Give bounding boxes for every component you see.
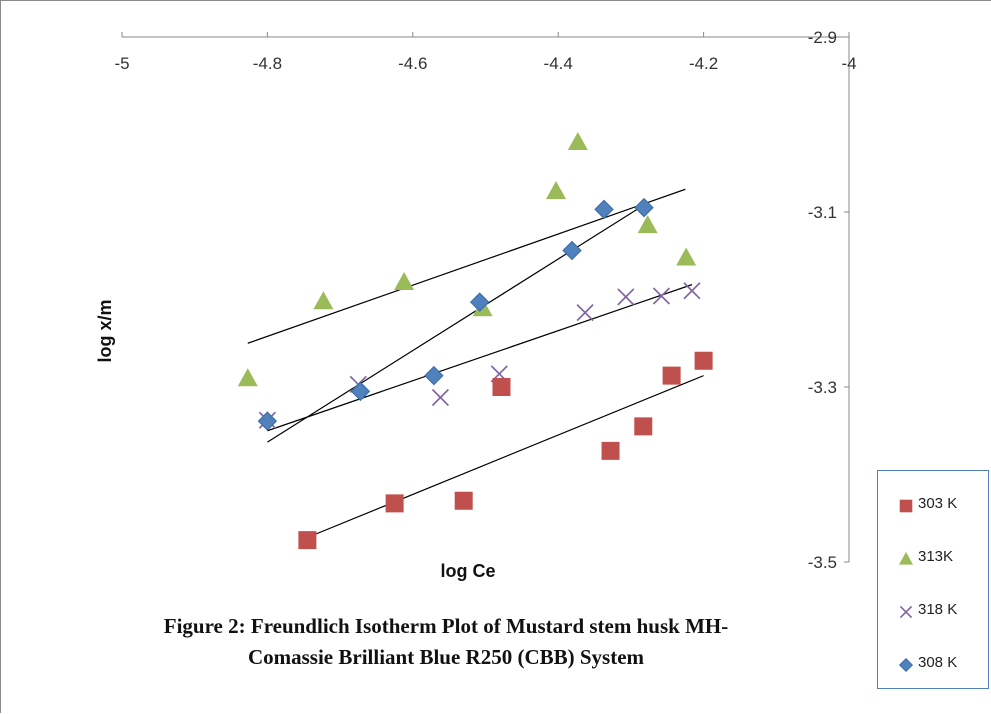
legend-label: 318 K xyxy=(918,601,958,618)
data-point-square xyxy=(492,378,511,396)
x-tick-label: -4.6 xyxy=(398,54,427,73)
data-point-x xyxy=(617,288,635,306)
figure-caption: Figure 2: Freundlich Isotherm Plot of Mu… xyxy=(51,611,841,673)
legend-marker-shape xyxy=(898,657,914,673)
data-point-square xyxy=(662,366,681,385)
data-point-square xyxy=(385,494,404,513)
x-marker-stroke xyxy=(617,288,635,306)
data-point-triangle xyxy=(313,291,334,310)
data-point-square xyxy=(634,417,653,436)
x-axis-title: log Ce xyxy=(440,561,495,581)
data-point-x xyxy=(683,282,701,300)
data-point-diamond xyxy=(634,197,654,218)
legend-label: 303 K xyxy=(918,495,958,512)
legend-marker-shape xyxy=(899,499,913,513)
y-axis-title: log x/m xyxy=(95,299,115,362)
data-point-diamond xyxy=(257,411,278,431)
axes-group: -5 -4.8 -4.6 -4.4 -4.2 -4-2.9 -3.1 -3.3 -3.5 xyxy=(114,28,856,572)
legend-item: 308 K xyxy=(878,654,988,674)
data-point-diamond xyxy=(350,381,371,402)
data-point-diamond xyxy=(562,240,582,261)
y-tick-label: -2.9 xyxy=(808,28,837,47)
x-marker-stroke xyxy=(576,304,594,322)
x-tick-label: -4.4 xyxy=(544,54,573,73)
trendline xyxy=(267,204,645,443)
data-point-square xyxy=(298,531,317,550)
caption-line-1: Figure 2: Freundlich Isotherm Plot of Mu… xyxy=(163,614,729,638)
y-tick-label: -3.1 xyxy=(808,203,837,222)
data-point-square xyxy=(694,351,713,370)
x-marker-stroke xyxy=(899,605,913,619)
trendlines-group xyxy=(247,188,704,539)
data-point-diamond xyxy=(469,292,490,312)
x-tick-label: -4.2 xyxy=(689,54,718,73)
legend-item: 313K xyxy=(878,548,988,568)
data-point-square xyxy=(454,491,473,510)
trendline xyxy=(247,188,686,344)
legend-label: 313K xyxy=(918,548,954,565)
data-point-diamond xyxy=(424,365,444,386)
legend-marker-triangle xyxy=(899,552,913,565)
legend-item: 318 K xyxy=(878,601,988,621)
caption-line-2: Comassie Brilliant Blue R250 (CBB) Syste… xyxy=(247,645,645,669)
x-marker-stroke xyxy=(683,282,701,300)
legend-marker-diamond xyxy=(898,657,914,673)
data-point-triangle xyxy=(394,272,415,290)
data-point-triangle xyxy=(546,181,567,199)
data-point-triangle xyxy=(237,368,258,387)
x-tick-label: -5 xyxy=(114,54,129,73)
y-tick-label: -3.5 xyxy=(808,553,837,572)
data-point-square xyxy=(601,441,620,460)
x-tick-label: -4 xyxy=(841,54,856,73)
data-point-x xyxy=(652,287,670,305)
data-point-diamond xyxy=(594,199,614,220)
data-point-x xyxy=(576,304,594,322)
legend-marker-square xyxy=(899,499,913,513)
legend-label: 308 K xyxy=(918,654,958,671)
data-point-triangle xyxy=(676,247,697,266)
legend-marker-x xyxy=(899,605,913,619)
y-tick-label: -3.3 xyxy=(808,378,837,397)
legend-marker-shape xyxy=(899,605,913,619)
x-marker-stroke xyxy=(431,388,449,407)
x-marker-stroke xyxy=(652,287,670,305)
chart-legend: 303 K 313K 318 K 308 K xyxy=(877,470,989,689)
data-point-triangle xyxy=(637,215,658,234)
data-point-triangle xyxy=(567,132,588,150)
legend-marker-shape xyxy=(899,552,913,565)
trendline xyxy=(307,375,704,539)
data-point-x xyxy=(431,388,449,407)
trendline xyxy=(267,284,693,432)
legend-item: 303 K xyxy=(878,495,988,515)
markers-group xyxy=(237,132,713,550)
x-tick-label: -4.8 xyxy=(253,54,282,73)
